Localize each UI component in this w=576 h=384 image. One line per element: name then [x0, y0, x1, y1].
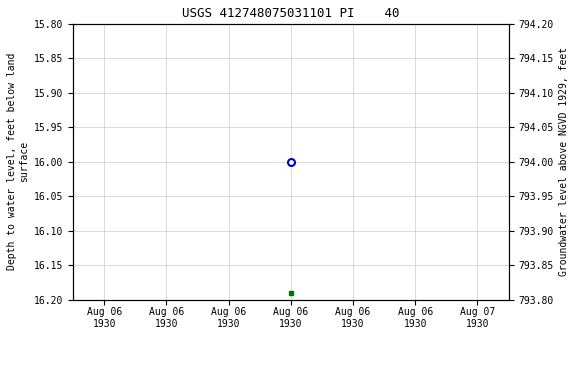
Title: USGS 412748075031101 PI    40: USGS 412748075031101 PI 40 — [182, 7, 400, 20]
Legend: Period of approved data: Period of approved data — [193, 380, 388, 384]
Y-axis label: Depth to water level, feet below land
surface: Depth to water level, feet below land su… — [7, 53, 29, 270]
Y-axis label: Groundwater level above NGVD 1929, feet: Groundwater level above NGVD 1929, feet — [559, 47, 569, 276]
